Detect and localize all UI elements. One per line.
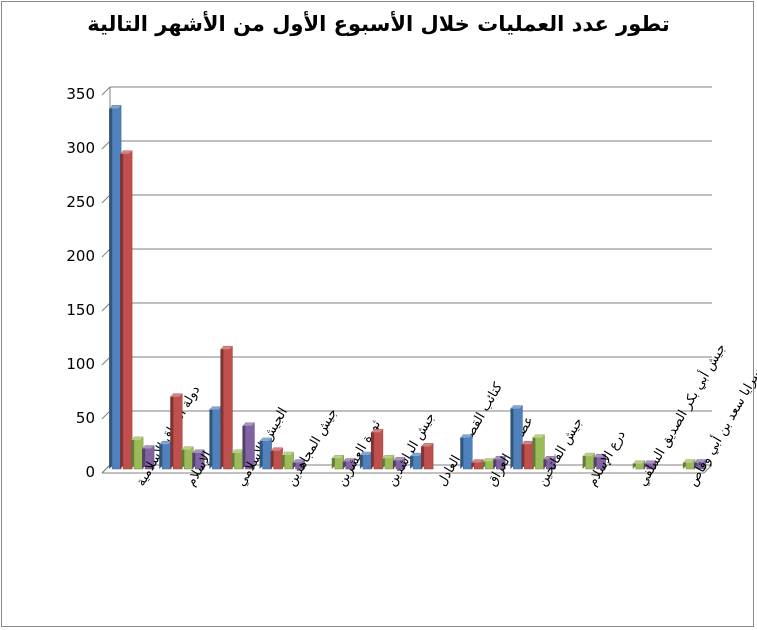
bar — [392, 457, 406, 470]
gridline-side — [101, 140, 111, 150]
y-tick-label: 0 — [85, 463, 95, 481]
bar — [471, 459, 484, 470]
bar — [209, 406, 222, 470]
bar — [142, 445, 155, 470]
bar — [370, 429, 384, 470]
bar — [109, 105, 122, 470]
bar — [270, 447, 283, 470]
gridline-side — [101, 356, 111, 366]
y-tick-label: 200 — [66, 247, 95, 265]
bar — [593, 453, 606, 470]
bar — [493, 456, 506, 470]
x-tick-label: جيش أبي بكر الصديق السلفي — [633, 340, 729, 489]
bar — [292, 459, 305, 470]
gridline-side — [101, 302, 111, 312]
bar — [510, 405, 523, 470]
bar — [192, 449, 205, 470]
y-tick-label: 150 — [66, 301, 95, 319]
x-tick-label: جيش المجاهدين — [284, 406, 341, 489]
bar — [359, 451, 373, 470]
bar — [281, 451, 294, 470]
bar — [259, 437, 272, 470]
gridline-side — [101, 86, 111, 96]
y-tick-label: 100 — [66, 355, 95, 373]
gridline-side — [101, 248, 111, 258]
bar — [693, 459, 707, 470]
bar — [170, 393, 183, 470]
bar — [543, 456, 556, 470]
bar — [342, 458, 355, 470]
bar — [381, 455, 395, 470]
bar — [131, 436, 144, 470]
y-tick-label: 350 — [66, 85, 95, 103]
bar — [532, 434, 545, 470]
bar — [482, 458, 495, 470]
floor-edge-right — [703, 464, 713, 474]
bar — [410, 452, 423, 470]
bar — [220, 345, 233, 470]
bar — [181, 446, 194, 470]
y-tick-label: 300 — [66, 139, 95, 157]
bar — [231, 449, 244, 470]
gridline-side — [101, 410, 111, 420]
bar — [421, 443, 434, 470]
y-tick-label: 250 — [66, 193, 95, 211]
bar — [682, 459, 696, 470]
bar — [242, 422, 255, 470]
gridline-side — [101, 194, 111, 204]
gridline-side — [101, 464, 111, 474]
bar — [521, 440, 534, 470]
chart-title: تطور عدد العمليات خلال الأسبوع الأول من … — [87, 12, 670, 36]
bar — [582, 452, 595, 470]
bar — [159, 440, 172, 470]
bar — [460, 434, 473, 470]
bar — [643, 460, 656, 470]
bar — [632, 460, 645, 470]
bar — [120, 150, 133, 470]
y-tick-label: 50 — [76, 409, 95, 427]
